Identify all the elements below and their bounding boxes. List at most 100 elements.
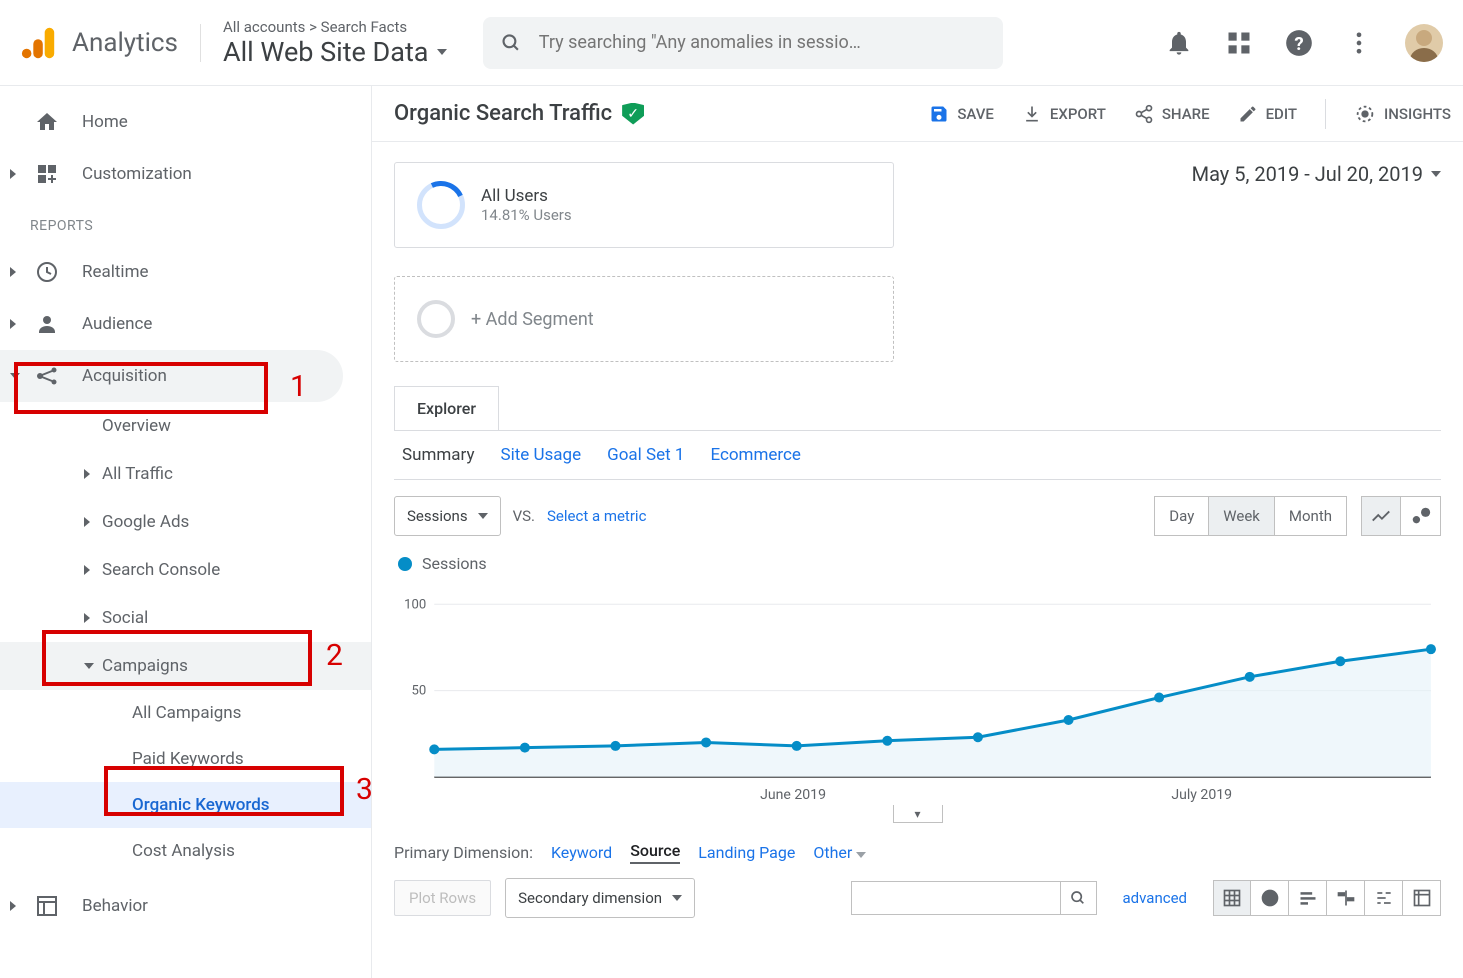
plot-rows-button: Plot Rows bbox=[394, 880, 491, 916]
edit-icon bbox=[1238, 104, 1258, 124]
top-icon-bar: ? bbox=[1165, 24, 1443, 62]
svg-text:June 2019: June 2019 bbox=[760, 787, 826, 803]
data-view-label: All Web Site Data bbox=[223, 36, 429, 68]
nav-home-label: Home bbox=[82, 112, 128, 132]
time-day-button[interactable]: Day bbox=[1154, 496, 1209, 536]
table-search-button[interactable] bbox=[1061, 881, 1097, 915]
nav-social[interactable]: Social bbox=[0, 594, 371, 642]
nav-all-traffic[interactable]: All Traffic bbox=[0, 450, 371, 498]
metric-subtabs: Summary Site Usage Goal Set 1 Ecommerce bbox=[394, 431, 1441, 480]
subtab-summary[interactable]: Summary bbox=[402, 445, 474, 465]
dim-keyword[interactable]: Keyword bbox=[551, 843, 612, 862]
help-icon[interactable]: ? bbox=[1285, 29, 1313, 57]
svg-text:50: 50 bbox=[412, 684, 427, 699]
chevron-down-icon bbox=[10, 373, 20, 379]
nav-customization-label: Customization bbox=[82, 164, 192, 184]
nav-all-campaigns-label: All Campaigns bbox=[132, 703, 241, 723]
segment-name: All Users bbox=[481, 186, 572, 206]
reports-section-label: REPORTS bbox=[0, 200, 371, 246]
notifications-icon[interactable] bbox=[1165, 29, 1193, 57]
save-button[interactable]: SAVE bbox=[929, 104, 994, 124]
content-header: Organic Search Traffic ✓ SAVE EXPORT SHA… bbox=[372, 86, 1463, 142]
nav-search-console[interactable]: Search Console bbox=[0, 546, 371, 594]
date-range-picker[interactable]: May 5, 2019 - Jul 20, 2019 bbox=[1192, 162, 1441, 186]
select-metric-link[interactable]: Select a metric bbox=[547, 507, 646, 525]
chart-area: Sessions 50100June 2019July 2019 ▾ bbox=[394, 546, 1441, 823]
nav-all-traffic-label: All Traffic bbox=[102, 464, 173, 484]
nav-paid-keywords-label: Paid Keywords bbox=[132, 749, 244, 769]
share-button[interactable]: SHARE bbox=[1134, 104, 1210, 124]
secondary-dimension-dropdown[interactable]: Secondary dimension bbox=[505, 878, 695, 918]
nav-organic-keywords[interactable]: Organic Keywords bbox=[0, 782, 371, 828]
tab-explorer[interactable]: Explorer bbox=[394, 386, 499, 430]
nav-paid-keywords[interactable]: Paid Keywords bbox=[0, 736, 371, 782]
nav-audience[interactable]: Audience bbox=[0, 298, 371, 350]
segment-area: All Users 14.81% Users May 5, 2019 - Jul… bbox=[372, 142, 1463, 258]
line-chart-icon[interactable] bbox=[1361, 496, 1401, 536]
time-month-button[interactable]: Month bbox=[1275, 496, 1347, 536]
account-selector[interactable]: All accounts > Search Facts All Web Site… bbox=[223, 18, 447, 68]
nav-home[interactable]: Home bbox=[0, 96, 371, 148]
add-segment-button[interactable]: + Add Segment bbox=[394, 276, 894, 362]
time-granularity-toggle: Day Week Month bbox=[1154, 496, 1347, 536]
advanced-link[interactable]: advanced bbox=[1123, 889, 1187, 907]
table-view-cloud-icon[interactable] bbox=[1365, 880, 1403, 916]
table-view-buttons bbox=[1213, 880, 1441, 916]
nav-behavior[interactable]: Behavior bbox=[0, 880, 371, 932]
legend-dot-icon bbox=[398, 557, 412, 571]
search-box[interactable] bbox=[483, 17, 1003, 69]
more-vert-icon[interactable] bbox=[1345, 29, 1373, 57]
user-avatar[interactable] bbox=[1405, 24, 1443, 62]
subtab-ecommerce[interactable]: Ecommerce bbox=[710, 445, 800, 465]
nav-cost-analysis[interactable]: Cost Analysis bbox=[0, 828, 371, 874]
secondary-dim-label: Secondary dimension bbox=[518, 889, 662, 907]
nav-overview[interactable]: Overview bbox=[0, 402, 371, 450]
table-view-pie-icon[interactable] bbox=[1251, 880, 1289, 916]
chart-collapse-handle[interactable]: ▾ bbox=[893, 805, 943, 823]
dimension-label: Primary Dimension: bbox=[394, 843, 533, 862]
table-toolbar: Plot Rows Secondary dimension advanced bbox=[394, 878, 1441, 918]
nav-google-ads-label: Google Ads bbox=[102, 512, 189, 532]
table-view-bar-icon[interactable] bbox=[1289, 880, 1327, 916]
nav-realtime[interactable]: Realtime bbox=[0, 246, 371, 298]
share-label: SHARE bbox=[1162, 105, 1210, 123]
dim-other[interactable]: Other bbox=[813, 843, 866, 862]
nav-customization[interactable]: Customization bbox=[0, 148, 371, 200]
subtab-goal-set[interactable]: Goal Set 1 bbox=[607, 445, 684, 465]
table-view-comparison-icon[interactable] bbox=[1327, 880, 1365, 916]
explorer-tabs: Explorer bbox=[394, 386, 1441, 431]
segment-text: All Users 14.81% Users bbox=[481, 186, 572, 224]
nav-acquisition-label: Acquisition bbox=[82, 366, 167, 386]
segment-placeholder-icon bbox=[417, 300, 455, 338]
export-button[interactable]: EXPORT bbox=[1022, 104, 1106, 124]
insights-button[interactable]: INSIGHTS bbox=[1354, 103, 1451, 125]
dim-source[interactable]: Source bbox=[630, 841, 680, 864]
analytics-logo-icon bbox=[20, 24, 58, 62]
apps-grid-icon[interactable] bbox=[1225, 29, 1253, 57]
edit-button[interactable]: EDIT bbox=[1238, 104, 1297, 124]
nav-google-ads[interactable]: Google Ads bbox=[0, 498, 371, 546]
nav-all-campaigns[interactable]: All Campaigns bbox=[0, 690, 371, 736]
dim-landing-page[interactable]: Landing Page bbox=[698, 843, 795, 862]
table-view-pivot-icon[interactable] bbox=[1403, 880, 1441, 916]
motion-chart-icon[interactable] bbox=[1401, 496, 1441, 536]
data-view-dropdown[interactable]: All Web Site Data bbox=[223, 36, 447, 68]
nav-campaigns[interactable]: Campaigns bbox=[0, 642, 371, 690]
metric-dropdown-label: Sessions bbox=[407, 507, 468, 525]
chevron-right-icon bbox=[10, 169, 16, 179]
nav-social-label: Social bbox=[102, 608, 148, 628]
save-label: SAVE bbox=[957, 105, 994, 123]
content-area: Organic Search Traffic ✓ SAVE EXPORT SHA… bbox=[372, 86, 1463, 978]
chevron-down-icon bbox=[437, 49, 447, 55]
table-search-input[interactable] bbox=[851, 881, 1061, 915]
segment-all-users[interactable]: All Users 14.81% Users bbox=[394, 162, 894, 248]
time-week-button[interactable]: Week bbox=[1209, 496, 1275, 536]
subtab-site-usage[interactable]: Site Usage bbox=[500, 445, 581, 465]
chevron-right-icon bbox=[84, 613, 90, 623]
metric-dropdown[interactable]: Sessions bbox=[394, 496, 501, 536]
breadcrumb: All accounts > Search Facts bbox=[223, 18, 447, 36]
nav-realtime-label: Realtime bbox=[82, 262, 149, 282]
table-view-data-icon[interactable] bbox=[1213, 880, 1251, 916]
search-input[interactable] bbox=[539, 32, 985, 53]
nav-cost-analysis-label: Cost Analysis bbox=[132, 841, 235, 861]
